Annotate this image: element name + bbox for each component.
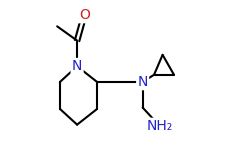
Text: N: N: [72, 59, 82, 73]
Text: N: N: [137, 75, 148, 89]
Text: NH₂: NH₂: [147, 119, 173, 133]
Text: O: O: [79, 8, 90, 22]
